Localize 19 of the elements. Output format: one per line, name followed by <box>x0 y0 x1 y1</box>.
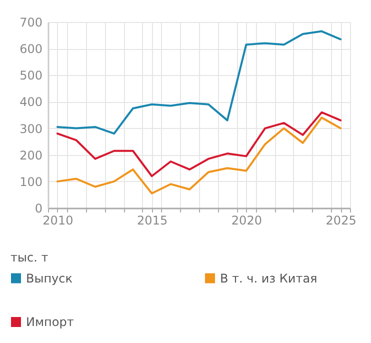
y-tick-label: 600 <box>20 42 42 56</box>
legend-label: Выпуск <box>26 271 72 286</box>
line-series <box>56 116 342 194</box>
y-axis-title: тыс. т <box>10 250 48 264</box>
y-tick-label: 200 <box>20 148 42 162</box>
x-tick-label: 2020 <box>231 214 262 228</box>
x-tick-label: 2025 <box>326 214 356 228</box>
y-tick-label: 400 <box>20 95 42 110</box>
x-tick-label: 2010 <box>42 214 74 228</box>
line-series <box>56 30 342 135</box>
line-series <box>56 111 342 178</box>
y-tick-label: 0 <box>34 202 42 216</box>
legend-label: В т. ч. из Китая <box>220 271 318 286</box>
y-tick-label: 700 <box>20 16 42 30</box>
x-tick-label: 2015 <box>137 214 168 228</box>
y-tick-label: 100 <box>20 174 42 189</box>
y-tick-label: 300 <box>20 122 42 136</box>
y-tick-label: 500 <box>20 68 42 83</box>
legend-label: Импорт <box>26 315 74 329</box>
